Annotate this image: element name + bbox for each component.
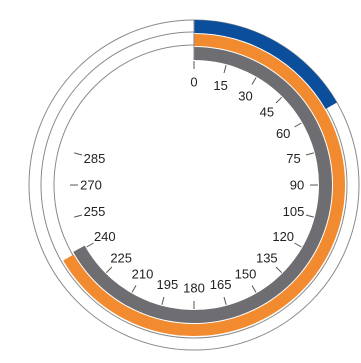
tick-label-90: 90 xyxy=(290,178,304,193)
tick-mark-255 xyxy=(74,214,83,218)
tick-label-240: 240 xyxy=(94,229,116,244)
tick-mark-45 xyxy=(275,96,283,104)
tick-label-0: 0 xyxy=(190,75,197,90)
tick-mark-60 xyxy=(294,122,302,128)
tick-label-285: 285 xyxy=(84,151,106,166)
tick-mark-135 xyxy=(275,266,283,274)
tick-label-45: 45 xyxy=(260,105,274,120)
tick-label-135: 135 xyxy=(256,250,278,265)
tick-mark-75 xyxy=(305,152,314,156)
rings-group xyxy=(28,19,360,351)
tick-label-30: 30 xyxy=(238,88,252,103)
tick-label-120: 120 xyxy=(272,229,294,244)
tick-mark-105 xyxy=(305,214,314,218)
series-arc-2 xyxy=(194,20,337,109)
tick-label-180: 180 xyxy=(183,281,205,296)
tick-label-165: 165 xyxy=(210,277,232,292)
tick-label-15: 15 xyxy=(213,78,227,93)
tick-mark-120 xyxy=(294,242,302,248)
tick-mark-15 xyxy=(223,65,227,74)
tick-label-210: 210 xyxy=(132,267,154,282)
tick-mark-165 xyxy=(223,296,227,305)
tick-label-255: 255 xyxy=(84,204,106,219)
tick-label-105: 105 xyxy=(283,204,305,219)
tick-mark-285 xyxy=(74,152,83,156)
tick-mark-30 xyxy=(251,77,257,85)
tick-label-60: 60 xyxy=(276,126,290,141)
tick-label-150: 150 xyxy=(235,267,257,282)
tick-mark-210 xyxy=(131,285,137,293)
tick-mark-225 xyxy=(105,266,113,274)
tick-mark-195 xyxy=(161,296,165,305)
tick-label-75: 75 xyxy=(286,151,300,166)
tick-mark-150 xyxy=(251,285,257,293)
tick-label-270: 270 xyxy=(80,178,102,193)
tick-label-225: 225 xyxy=(110,250,132,265)
tick-label-195: 195 xyxy=(156,277,178,292)
tick-mark-240 xyxy=(86,242,94,248)
